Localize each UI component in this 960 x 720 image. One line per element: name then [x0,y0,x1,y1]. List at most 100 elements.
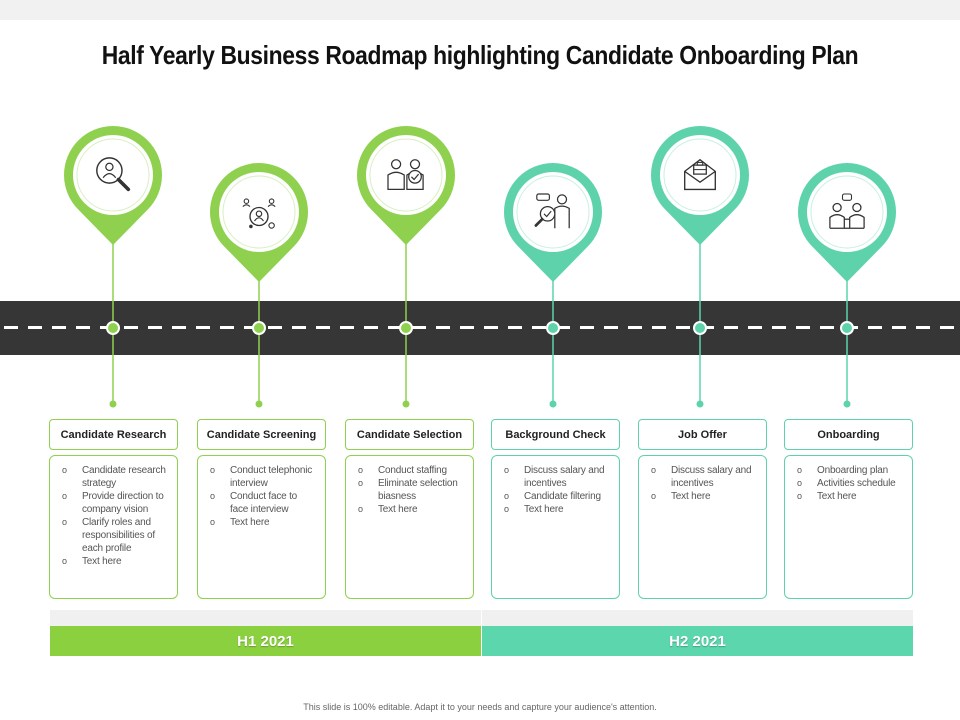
stage-bullet: Conduct face to face interview [210,490,317,516]
stage-bullet: Text here [358,503,465,516]
stage-pin [210,163,308,408]
road-dashes [4,326,954,329]
candidate-target-icon [242,198,276,229]
road-dash [556,326,570,329]
road-dash [196,326,210,329]
stage-bullet: Text here [504,503,611,516]
road-dash [940,326,954,329]
pin-disk [366,135,446,215]
page-title: Half Yearly Business Roadmap highlightin… [101,40,859,70]
road-dash [268,326,282,329]
stage-pin [797,163,897,408]
connector-end-dot [109,400,117,408]
h1-2021-bar: H1 2021 [50,626,481,656]
road-marker [399,321,413,335]
road-dash [172,326,186,329]
road-dash [508,326,522,329]
stage-bullet: Text here [62,555,169,568]
road-marker [546,321,560,335]
road-dash [148,326,162,329]
stage-bullet-card: Candidate research strategyProvide direc… [49,455,178,599]
connector-end-dot [255,400,263,408]
pin-ring [369,138,443,212]
stage-bullet: Discuss salary and incentives [504,464,611,490]
stage-bullet: Provide direction to company vision [62,490,169,516]
top-strip [0,0,960,20]
road-dash [4,326,18,329]
pin-ring [222,175,296,249]
stage-title-box: Candidate Research [49,419,178,450]
envelope-briefcase-icon [684,158,716,191]
stage-pins [64,125,897,408]
magnifier-person-icon [96,157,131,192]
stage-bullet: Conduct telephonic interview [210,464,317,490]
stage-bullet: Candidate filtering [504,490,611,503]
stage-pin [64,126,162,408]
pin-disk [807,172,887,252]
stage-bullet: Text here [797,490,904,503]
stage-bullet-list: Conduct staffingEliminate selection bias… [358,464,465,516]
road-dash [244,326,258,329]
connector-end-dot [696,400,704,408]
road-dash [772,326,786,329]
road-dash [460,326,474,329]
stage-bullet-card: Onboarding planActivities scheduleText h… [784,455,913,599]
pin-ring [76,138,150,212]
pin-ring [516,175,590,249]
stage-bullet: Candidate research strategy [62,464,169,490]
road-marker [106,321,120,335]
connector-end-dot [549,400,557,408]
stage-bullet: Text here [651,490,758,503]
road-dash [916,326,930,329]
road-dash [292,326,306,329]
road-dash [364,326,378,329]
road-dash [796,326,810,329]
road-dash [868,326,882,329]
road-dash [580,326,594,329]
stage-pin [504,163,602,408]
stage-pin [357,125,455,408]
stage-bullet-list: Discuss salary and incentivesText here [651,464,758,503]
road-dash [76,326,90,329]
h1-band-top [50,610,481,626]
road-dash [28,326,42,329]
road-dash [220,326,234,329]
stage-bullet: Discuss salary and incentives [651,464,758,490]
pin-disk [660,135,740,215]
stage-bullet-card: Discuss salary and incentivesText here [638,455,767,599]
road-dash [604,326,618,329]
people-chat-icon [829,193,865,229]
road-marker [693,321,707,335]
stage-bullet-list: Discuss salary and incentivesCandidate f… [504,464,611,516]
stage-title-box: Job Offer [638,419,767,450]
stage-title-box: Candidate Selection [345,419,474,450]
road-dash [436,326,450,329]
h1-label: H1 2021 [237,632,294,650]
road-dash [652,326,666,329]
road-dash [820,326,834,329]
stage-bullet: Onboarding plan [797,464,904,477]
road-dash [412,326,426,329]
h2-band-top [482,610,913,626]
pin-ring [663,138,737,212]
road-dash [748,326,762,329]
stage-bullet: Activities schedule [797,477,904,490]
stage-bullet: Conduct staffing [358,464,465,477]
h2-2021-bar: H2 2021 [482,626,913,656]
stage-bullet: Eliminate selection biasness [358,477,465,503]
pin-ring [810,175,884,249]
footer-note: This slide is 100% editable. Adapt it to… [303,702,657,712]
pin-disk [219,172,299,252]
road-dash [628,326,642,329]
stage-bullet-list: Conduct telephonic interviewConduct face… [210,464,317,529]
road-dash [892,326,906,329]
stage-title-box: Background Check [491,419,620,450]
road-marker [840,321,854,335]
road-dash [388,326,402,329]
road-dash [700,326,714,329]
stage-pin [651,126,749,408]
connector-end-dot [843,400,851,408]
road-marker [252,321,266,335]
stage-bullet-card: Discuss salary and incentivesCandidate f… [491,455,620,599]
road-dash [724,326,738,329]
